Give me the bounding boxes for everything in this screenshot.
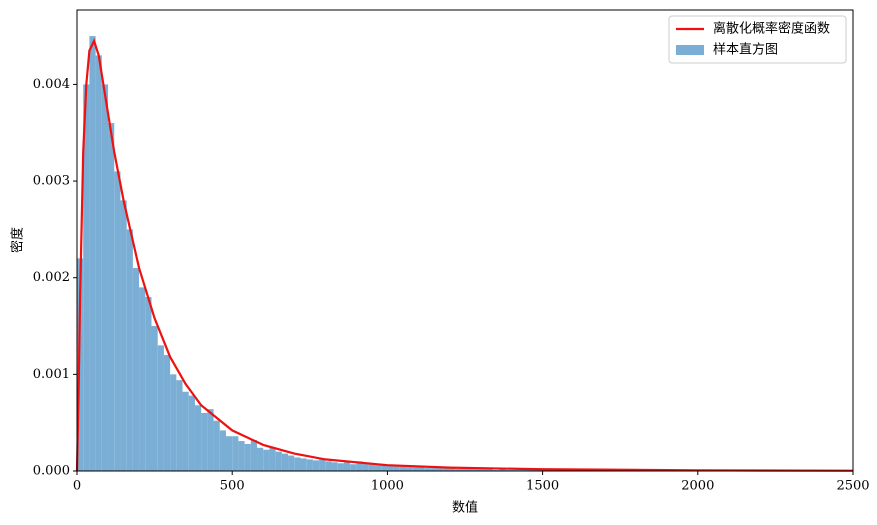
y-tick-label: 0.003: [33, 174, 70, 189]
histogram-bar: [430, 468, 438, 471]
histogram-bar: [337, 463, 344, 471]
histogram-bar: [468, 469, 475, 471]
histogram-bar: [499, 469, 506, 471]
histogram-bar: [281, 453, 289, 471]
legend-label: 样本直方图: [713, 42, 778, 58]
histogram-bar: [486, 469, 493, 471]
histogram-bar: [263, 449, 270, 471]
histogram-bar: [455, 469, 462, 471]
histogram-bar: [213, 420, 220, 471]
histogram-bar: [232, 436, 239, 471]
histogram-bar: [362, 463, 369, 471]
histogram-bar: [356, 461, 363, 471]
histogram-bar: [449, 468, 456, 471]
histogram-bar: [132, 268, 140, 471]
histogram-bar: [437, 468, 444, 471]
histogram-bar: [343, 462, 351, 471]
histogram-bar: [145, 297, 152, 471]
histogram-bar: [176, 380, 183, 471]
histogram-bar: [170, 374, 177, 471]
legend-swatch: [676, 45, 704, 55]
histogram-bar: [139, 287, 146, 471]
histogram-bar: [275, 451, 282, 471]
histogram-bar: [207, 409, 214, 471]
histogram-bar: [399, 466, 407, 471]
histogram-bar: [89, 36, 96, 472]
histogram-bar: [95, 55, 102, 471]
histogram-bar: [163, 355, 171, 471]
histogram-bar: [101, 84, 109, 472]
y-tick-label: 0.001: [33, 367, 70, 382]
histogram-bar: [108, 123, 115, 471]
histogram-bar: [269, 447, 276, 471]
histogram-bar: [300, 458, 307, 471]
plot-frame: [76, 9, 854, 472]
x-axis-label: 数值: [452, 500, 478, 516]
histogram-bar: [201, 413, 208, 471]
histogram-bar: [350, 464, 357, 471]
histogram-bar: [244, 443, 251, 471]
histogram-bar: [151, 326, 158, 471]
y-tick-label: 0.004: [33, 77, 70, 92]
x-tick-label: 1000: [371, 479, 404, 494]
histogram-bar: [306, 459, 313, 471]
histogram-bar: [387, 465, 394, 471]
histogram-bar: [257, 447, 264, 471]
histogram-bar: [480, 469, 487, 471]
histogram-bar: [418, 467, 425, 471]
histogram-bar: [157, 345, 164, 471]
histogram-bar: [294, 457, 301, 471]
histogram-bar: [474, 469, 481, 471]
histogram-bar: [225, 436, 233, 471]
histogram-bar: [393, 466, 400, 471]
x-tick-label: 1500: [526, 479, 559, 494]
histogram-bar: [182, 391, 189, 471]
histogram-bar: [325, 461, 332, 471]
histogram-bar: [461, 469, 469, 471]
histogram-bar: [120, 200, 127, 471]
x-tick-label: 2500: [836, 479, 869, 494]
histogram-bar: [319, 458, 326, 471]
histogram-bar: [424, 468, 431, 471]
histogram-bar: [126, 229, 133, 471]
legend-label: 离散化概率密度函数: [713, 21, 830, 37]
x-tick-label: 500: [220, 479, 245, 494]
histogram-bar: [194, 405, 202, 471]
x-tick-label: 0: [73, 479, 81, 494]
histogram-bar: [250, 440, 258, 471]
x-tick-label: 2000: [681, 479, 714, 494]
histogram-bar: [312, 460, 320, 471]
histogram-bar: [219, 430, 226, 471]
legend-box: [668, 15, 847, 64]
histogram-bar: [114, 171, 121, 471]
histogram-bar: [381, 465, 388, 471]
density-line: [75, 37, 854, 472]
histogram-bar: [238, 441, 245, 471]
histogram-bar: [288, 455, 295, 471]
histogram-bar: [188, 395, 195, 471]
y-tick-label: 0.002: [33, 270, 70, 285]
histogram-bar: [368, 464, 375, 471]
histogram-bar: [83, 84, 90, 472]
histogram-bar: [331, 462, 338, 471]
y-axis-label: 密度: [10, 227, 26, 253]
histogram-bar: [412, 467, 419, 471]
histogram-bar: [374, 465, 382, 471]
histogram-bar: [406, 467, 413, 471]
histogram-bar: [443, 468, 450, 471]
y-tick-label: 0.000: [33, 464, 70, 479]
